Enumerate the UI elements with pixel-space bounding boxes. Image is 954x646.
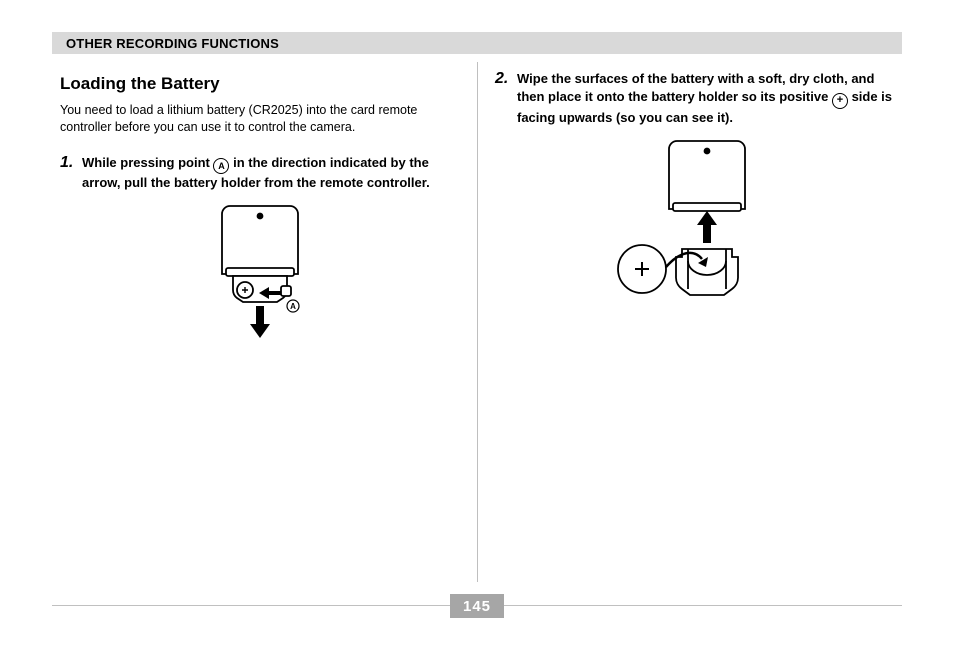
content-columns: Loading the Battery You need to load a l… xyxy=(52,62,902,576)
step-1-number: 1. xyxy=(60,154,82,172)
column-right: 2. Wipe the surfaces of the battery with… xyxy=(477,62,902,576)
figure-remote-insert-icon xyxy=(602,139,792,319)
section-header-title: OTHER RECORDING FUNCTIONS xyxy=(66,36,279,51)
manual-page: OTHER RECORDING FUNCTIONS Loading the Ba… xyxy=(0,0,954,646)
step-2-text: Wipe the surfaces of the battery with a … xyxy=(517,70,898,127)
step-1-text-before: While pressing point xyxy=(82,155,213,170)
figure-2-wrap xyxy=(495,139,898,319)
figure-1-wrap: A xyxy=(60,204,459,344)
column-left: Loading the Battery You need to load a l… xyxy=(52,62,477,576)
section-heading: Loading the Battery xyxy=(60,74,459,94)
step-2-number: 2. xyxy=(495,70,517,88)
svg-text:A: A xyxy=(290,302,296,311)
step-2-text-before: Wipe the surfaces of the battery with a … xyxy=(517,71,874,104)
page-number: 145 xyxy=(450,594,504,618)
figure-remote-pull-icon: A xyxy=(185,204,335,344)
circled-letter-a-icon: A xyxy=(213,158,229,174)
step-1-text: While pressing point A in the direction … xyxy=(82,154,459,192)
section-intro: You need to load a lithium battery (CR20… xyxy=(60,102,459,136)
step-1: 1. While pressing point A in the directi… xyxy=(60,154,459,192)
circled-plus-icon: + xyxy=(832,93,848,109)
step-2: 2. Wipe the surfaces of the battery with… xyxy=(495,70,898,127)
section-header-bar: OTHER RECORDING FUNCTIONS xyxy=(52,32,902,54)
